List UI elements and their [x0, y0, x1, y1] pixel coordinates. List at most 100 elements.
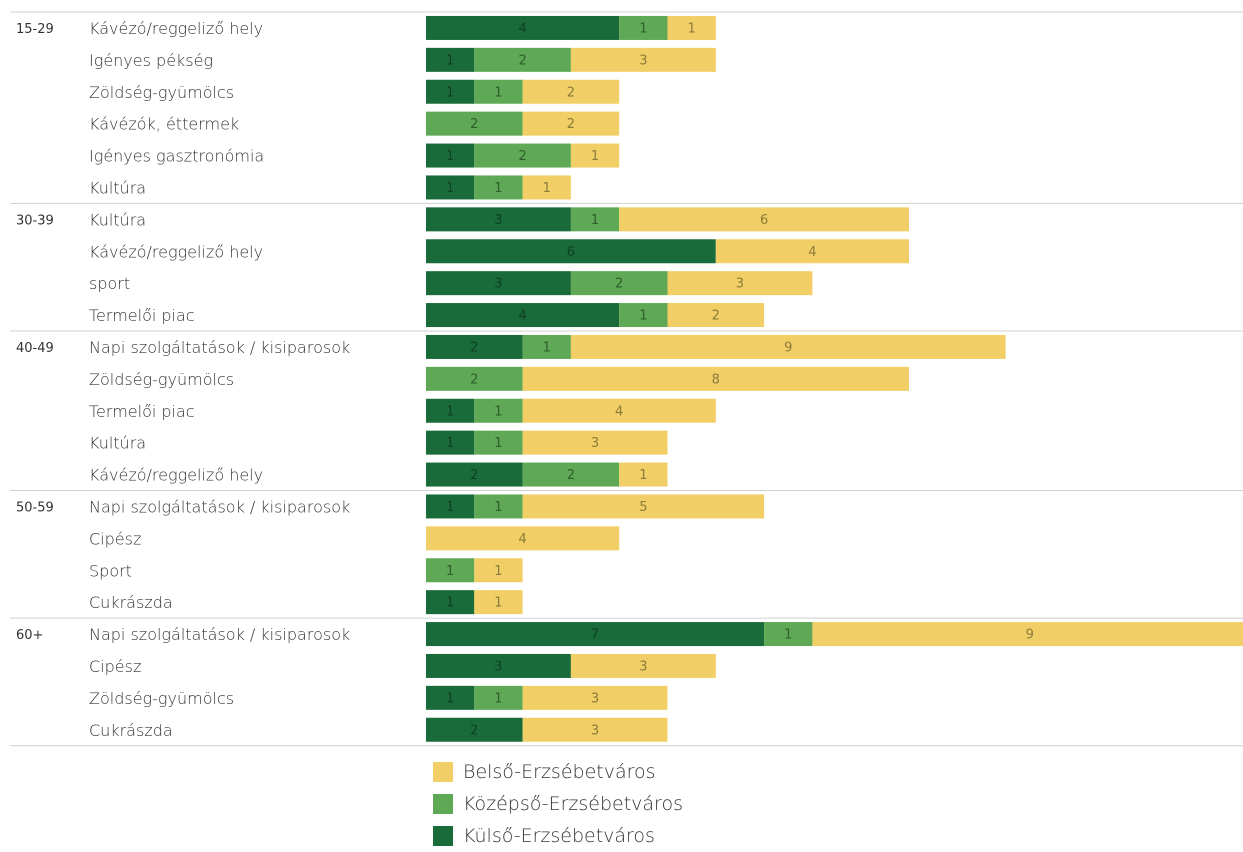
bar-segment: [426, 685, 475, 710]
data-label: 1: [688, 21, 696, 36]
bar-segment: [570, 653, 716, 678]
category-label: Kávézó/reggeliző hely: [89, 242, 263, 261]
bar-segment: [426, 207, 571, 232]
data-label: 1: [446, 436, 454, 451]
data-label: 2: [615, 277, 623, 292]
data-label: 1: [494, 500, 502, 515]
data-label: 2: [470, 117, 478, 132]
bar-segment: [619, 15, 668, 40]
bar-segment: [426, 653, 571, 678]
legend-label-belso: Belső-Erzsébetváros: [463, 761, 656, 783]
data-label: 1: [446, 596, 454, 611]
legend-item-belso: Belső-Erzsébetváros: [433, 756, 683, 788]
group-label: 15-29: [16, 22, 54, 37]
bar-segment: [812, 622, 1243, 647]
bar-segment: [570, 271, 668, 296]
bar-segment: [426, 175, 475, 200]
category-label: Cukrászda: [89, 721, 173, 740]
bar-segment: [426, 526, 620, 551]
data-label: 2: [518, 149, 526, 164]
bar-segment: [570, 47, 716, 72]
bar-segment: [570, 207, 620, 232]
bar-segment: [426, 239, 716, 264]
data-label: 3: [591, 691, 599, 706]
category-label: Cipész: [89, 529, 141, 548]
data-label: 1: [543, 340, 551, 355]
bar-segment: [522, 717, 668, 742]
bar-segment: [474, 685, 523, 710]
data-label: 2: [470, 340, 478, 355]
bar-segment: [522, 462, 620, 487]
category-label: Kávézók, éttermek: [89, 115, 239, 134]
data-label: 3: [591, 723, 599, 738]
category-label: Termelői piac: [89, 402, 195, 421]
bar-segment: [474, 175, 523, 200]
category-label: Kávézó/reggeliző hely: [89, 466, 263, 485]
bar-segment: [619, 207, 909, 232]
bar-segment: [474, 494, 523, 519]
bar-segment: [426, 47, 475, 72]
data-label: 2: [470, 723, 478, 738]
legend-item-kulso: Külső-Erzsébetváros: [433, 820, 683, 852]
data-label: 3: [494, 213, 502, 228]
data-label: 1: [494, 436, 502, 451]
bar-segment: [619, 303, 668, 328]
data-label: 1: [494, 691, 502, 706]
data-label: 1: [639, 309, 647, 324]
legend-swatch-kulso: [433, 826, 453, 846]
bar-segment: [426, 398, 475, 423]
data-label: 1: [446, 53, 454, 68]
data-label: 2: [712, 309, 720, 324]
data-label: 1: [494, 181, 502, 196]
category-label: Kultúra: [89, 210, 146, 229]
data-label: 1: [446, 181, 454, 196]
bar-segment: [426, 494, 475, 519]
data-label: 1: [543, 181, 551, 196]
data-label: 2: [518, 53, 526, 68]
bar-segment: [570, 143, 620, 168]
data-label: 4: [615, 404, 623, 419]
data-label: 6: [567, 245, 575, 260]
data-label: 3: [736, 277, 744, 292]
bar-segment: [522, 79, 620, 104]
bar-segment: [522, 494, 765, 519]
data-label: 1: [446, 149, 454, 164]
bar-segment: [522, 366, 909, 391]
legend-label-kozepso: Középső-Erzsébetváros: [463, 793, 683, 815]
bar-segment: [522, 111, 620, 136]
legend-item-kozepso: Középső-Erzsébetváros: [433, 788, 683, 820]
data-label: 1: [446, 404, 454, 419]
bar-segment: [426, 271, 571, 296]
category-label: Kultúra: [89, 178, 146, 197]
bar-segment: [426, 79, 475, 104]
bar-segment: [474, 47, 571, 72]
data-label: 8: [712, 372, 720, 387]
bar-segment: [715, 239, 909, 264]
bar-segment: [474, 590, 523, 615]
legend-swatch-belso: [433, 762, 453, 782]
data-label: 3: [639, 659, 647, 674]
bar-segment: [426, 143, 475, 168]
bar-segment: [474, 398, 523, 423]
category-label: Cukrászda: [89, 593, 173, 612]
bar-segment: [570, 334, 1006, 359]
data-label: 2: [470, 468, 478, 483]
data-label: 1: [446, 564, 454, 579]
category-label: Igényes pékség: [89, 51, 213, 70]
category-label: Igényes gasztronómia: [89, 147, 264, 166]
bar-segment: [667, 271, 813, 296]
bar-segment: [426, 462, 523, 487]
data-label: 4: [518, 532, 526, 547]
legend-swatch-kozepso: [433, 794, 453, 814]
data-label: 1: [446, 691, 454, 706]
category-label: Kávézó/reggeliző hely: [89, 19, 263, 38]
category-label: Napi szolgáltatások / kisiparosok: [89, 625, 350, 644]
category-label: Zöldség-gyümölcs: [89, 689, 234, 708]
data-label: 6: [760, 213, 768, 228]
data-label: 5: [639, 500, 647, 515]
category-label: Zöldség-gyümölcs: [89, 83, 234, 102]
bar-segment: [426, 430, 475, 455]
data-label: 1: [591, 213, 599, 228]
bar-segment: [474, 558, 523, 583]
data-label: 3: [591, 436, 599, 451]
